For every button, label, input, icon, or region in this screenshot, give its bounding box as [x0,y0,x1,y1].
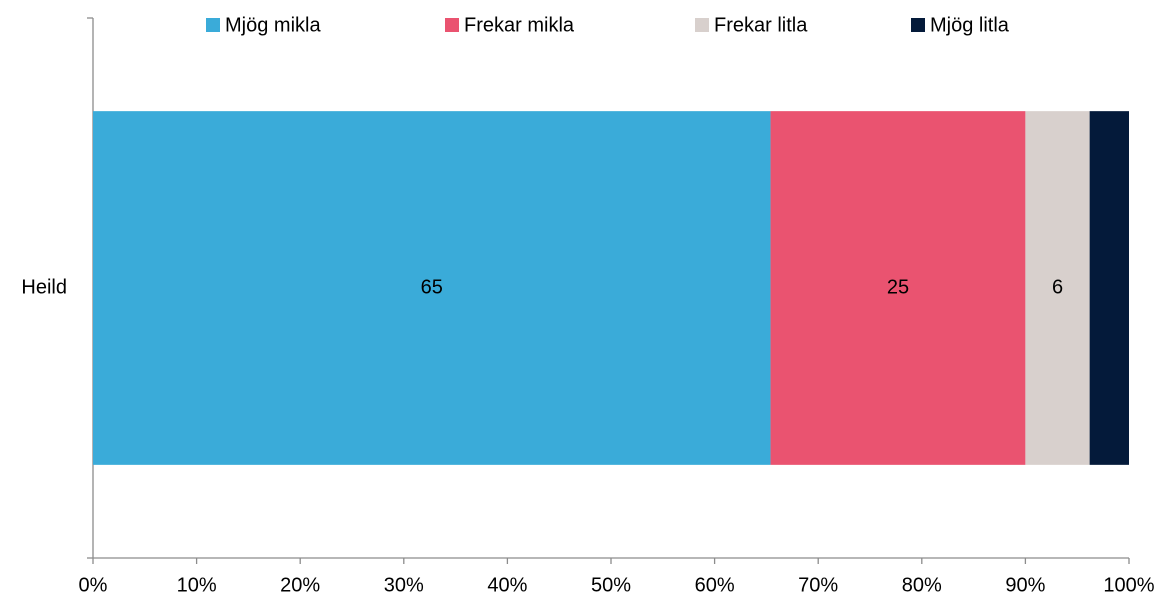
bar-segment [1025,111,1090,465]
legend-swatch [911,18,925,32]
legend-label: Frekar litla [714,14,808,36]
data-label: 65 [421,276,443,298]
x-tick-label: 40% [487,574,527,596]
legend-label: Mjög mikla [225,14,321,36]
x-tick-label: 70% [798,574,838,596]
x-tick-label: 90% [1005,574,1045,596]
x-tick-label: 20% [280,574,320,596]
legend-swatch [695,18,709,32]
x-tick-label: 10% [177,574,217,596]
data-label: 25 [887,276,909,298]
bar-segment [770,111,1026,465]
x-tick-label: 60% [695,574,735,596]
legend-swatch [445,18,459,32]
legend-swatch [206,18,220,32]
bar-segment [93,111,771,465]
x-tick-label: 80% [902,574,942,596]
y-tick-label: Heild [21,276,67,298]
x-tick-label: 0% [79,574,108,596]
bar-segment [1089,111,1129,465]
x-tick-label: 30% [384,574,424,596]
x-tick-label: 50% [591,574,631,596]
legend-label: Mjög litla [930,14,1010,36]
data-label: 6 [1052,276,1063,298]
x-tick-label: 100% [1103,574,1154,596]
legend-label: Frekar mikla [464,14,575,36]
